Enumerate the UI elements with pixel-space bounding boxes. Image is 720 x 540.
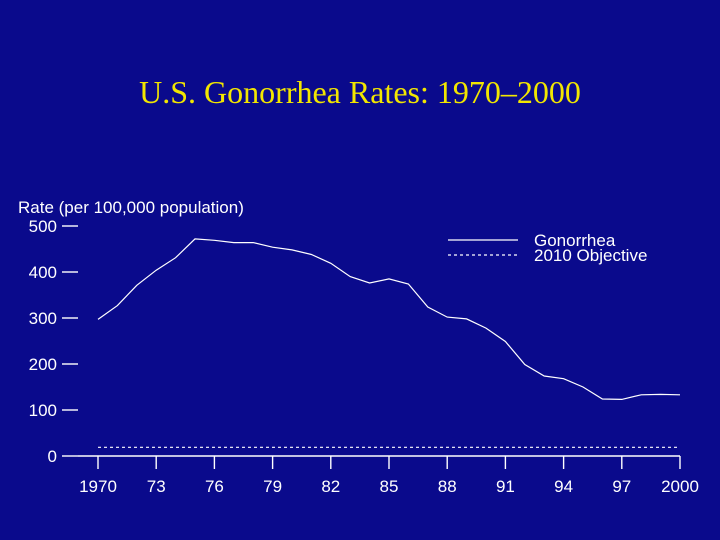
y-tick-label: 0 [48, 447, 57, 466]
x-tick-label: 91 [496, 477, 515, 496]
chart-title: U.S. Gonorrhea Rates: 1970–2000 [139, 74, 581, 110]
y-tick-label: 300 [29, 309, 57, 328]
series-layer [97, 238, 681, 448]
legend-label: Gonorrhea [534, 231, 616, 250]
x-tick-label: 2000 [661, 477, 699, 496]
y-tick-label: 100 [29, 401, 57, 420]
y-axis-label: Rate (per 100,000 population) [18, 198, 244, 217]
y-tick-label: 500 [29, 217, 57, 236]
x-tick-label: 73 [147, 477, 166, 496]
series-line-gonorrhea [97, 238, 681, 401]
axes: 0 100 200 300 400 500 1970 73 76 79 82 85 88 91 94 97 20… [29, 217, 699, 496]
y-tick-label: 200 [29, 355, 57, 374]
x-tick-label: 1970 [79, 477, 117, 496]
x-tick-label: 82 [321, 477, 340, 496]
x-tick-label: 85 [380, 477, 399, 496]
x-tick-label: 88 [438, 477, 457, 496]
legend-label: 2010 Objective [534, 246, 647, 265]
x-tick-label: 76 [205, 477, 224, 496]
x-tick-label: 94 [554, 477, 573, 496]
x-tick-label: 97 [612, 477, 631, 496]
x-tick-label: 79 [263, 477, 282, 496]
y-tick-label: 400 [29, 263, 57, 282]
